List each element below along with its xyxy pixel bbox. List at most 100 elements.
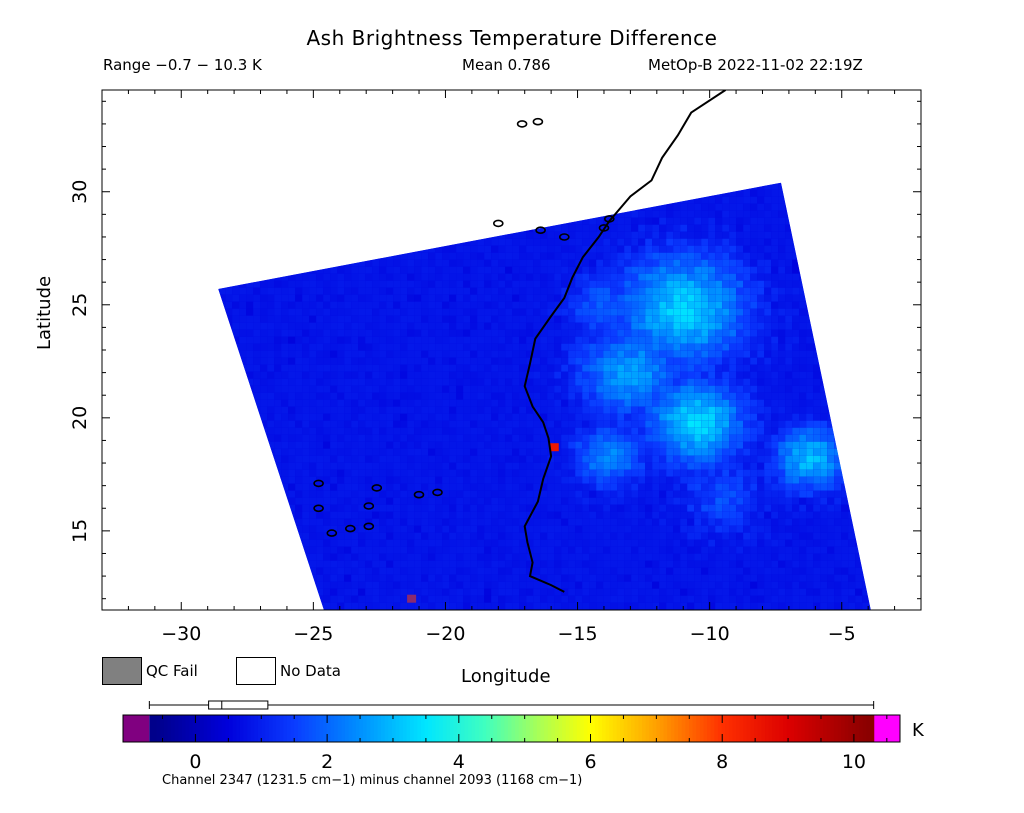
swath-cell: [561, 455, 569, 463]
swath-cell: [372, 189, 380, 197]
swath-cell: [281, 301, 289, 309]
swath-cell: [372, 350, 380, 358]
swath-cell: [799, 357, 807, 365]
swath-cell: [414, 406, 422, 414]
swath-cell: [288, 490, 296, 498]
swath-cell: [673, 308, 681, 316]
swath-cell: [589, 378, 597, 386]
swath-cell: [498, 315, 506, 323]
swath-cell: [652, 483, 660, 491]
swath-cell: [582, 525, 590, 533]
swath-cell: [239, 217, 247, 225]
swath-cell: [281, 308, 289, 316]
swath-cell: [232, 364, 240, 372]
swath-cell: [806, 336, 814, 344]
swath-cell: [610, 525, 618, 533]
swath-cell: [743, 378, 751, 386]
swath-cell: [442, 546, 450, 554]
swath-cell: [288, 336, 296, 344]
swath-cell: [750, 427, 758, 435]
swath-cell: [771, 399, 779, 407]
swath-cell: [813, 427, 821, 435]
swath-cell: [316, 266, 324, 274]
swath-cell: [232, 504, 240, 512]
swath-cell: [547, 504, 555, 512]
swath-cell: [365, 273, 373, 281]
swath-cell: [442, 329, 450, 337]
swath-cell: [316, 231, 324, 239]
swath-cell: [617, 182, 625, 190]
swath-cell: [414, 546, 422, 554]
swath-cell: [442, 203, 450, 211]
swath-cell: [477, 490, 485, 498]
swath-cell: [729, 189, 737, 197]
swath-cell: [862, 196, 870, 204]
swath-cell: [729, 196, 737, 204]
swath-cell: [603, 546, 611, 554]
swath-cell: [589, 294, 597, 302]
swath-cell: [351, 483, 359, 491]
swath-cell: [281, 497, 289, 505]
swath-cell: [792, 413, 800, 421]
swath-cell: [519, 217, 527, 225]
swath-cell: [596, 525, 604, 533]
swath-cell: [799, 280, 807, 288]
swath-cell: [470, 210, 478, 218]
swath-cell: [862, 308, 870, 316]
swath-cell: [708, 532, 716, 540]
swath-cell: [687, 427, 695, 435]
swath-cell: [309, 336, 317, 344]
swath-cell: [757, 532, 765, 540]
swath-cell: [274, 511, 282, 519]
swath-cell: [393, 476, 401, 484]
swath-cell: [253, 224, 261, 232]
swath-cell: [834, 469, 842, 477]
swath-cell: [379, 294, 387, 302]
swath-cell: [309, 217, 317, 225]
swath-cell: [680, 469, 688, 477]
swath-cell: [715, 224, 723, 232]
swath-cell: [743, 210, 751, 218]
swath-cell: [281, 315, 289, 323]
swath-cell: [498, 189, 506, 197]
swath-cell: [512, 413, 520, 421]
swath-cell: [848, 189, 856, 197]
swath-cell: [652, 532, 660, 540]
swath-cell: [638, 539, 646, 547]
swath-cell: [519, 497, 527, 505]
swath-cell: [659, 448, 667, 456]
swath-cell: [281, 210, 289, 218]
swath-cell: [463, 343, 471, 351]
swath-cell: [260, 546, 268, 554]
swath-cell: [421, 434, 429, 442]
swath-cell: [470, 203, 478, 211]
swath-cell: [442, 511, 450, 519]
swath-cell: [386, 371, 394, 379]
swath-cell: [659, 301, 667, 309]
swath-cell: [554, 448, 562, 456]
swath-cell: [652, 294, 660, 302]
swath-cell: [652, 462, 660, 470]
swath-cell: [323, 525, 331, 533]
swath-cell: [519, 539, 527, 547]
swath-cell: [673, 392, 681, 400]
swath-cell: [554, 392, 562, 400]
swath-cell: [799, 273, 807, 281]
swath-cell: [435, 518, 443, 526]
swath-cell: [743, 196, 751, 204]
swath-cell: [813, 308, 821, 316]
swath-cell: [638, 364, 646, 372]
swath-cell: [407, 273, 415, 281]
swath-cell: [498, 392, 506, 400]
swath-cell: [596, 189, 604, 197]
swath-cell: [694, 210, 702, 218]
swath-cell: [799, 287, 807, 295]
swath-cell: [645, 280, 653, 288]
swath-cell: [246, 504, 254, 512]
swath-cell: [603, 182, 611, 190]
swath-cell: [379, 308, 387, 316]
swath-cell: [834, 413, 842, 421]
swath-cell: [638, 210, 646, 218]
swath-cell: [750, 189, 758, 197]
swath-cell: [421, 294, 429, 302]
